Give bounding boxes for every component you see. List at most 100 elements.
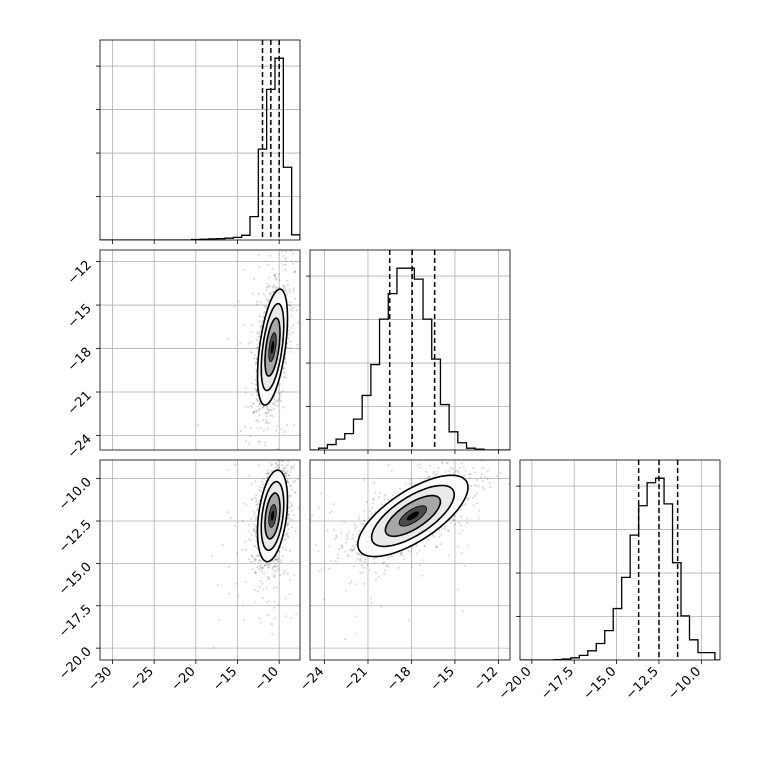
scatter-point	[288, 346, 291, 349]
scatter-point	[387, 463, 390, 466]
scatter-point	[266, 408, 269, 411]
scatter-point	[483, 475, 486, 478]
scatter-point	[310, 168, 312, 170]
scatter-point	[358, 530, 361, 533]
scatter-point	[292, 271, 295, 274]
scatter-point	[254, 545, 257, 548]
scatter-point	[250, 497, 253, 500]
scatter-point	[251, 568, 254, 571]
scatter-point	[285, 346, 288, 349]
scatter-point	[291, 505, 294, 508]
scatter-point	[289, 206, 291, 208]
scatter-point	[252, 411, 255, 414]
scatter-point	[279, 395, 282, 398]
scatter-point	[283, 371, 286, 374]
scatter-point	[268, 600, 271, 603]
scatter-point	[333, 425, 335, 427]
scatter-point	[415, 552, 418, 555]
scatter-point	[255, 503, 258, 506]
scatter-point	[301, 502, 303, 504]
scatter-point	[292, 453, 294, 455]
scatter-point	[254, 558, 257, 561]
scatter-point	[277, 604, 280, 607]
scatter-point	[459, 508, 462, 511]
scatter-point	[460, 552, 463, 555]
scatter-point	[257, 335, 260, 338]
scatter-point	[258, 617, 261, 620]
scatter-point	[466, 517, 469, 520]
scatter-point	[263, 564, 266, 567]
scatter-point	[281, 469, 284, 472]
scatter-point	[275, 558, 278, 561]
scatter-point	[350, 549, 353, 552]
scatter-point	[317, 550, 320, 553]
scatter-point	[275, 277, 278, 280]
scatter-point	[360, 554, 363, 557]
scatter-point	[374, 578, 377, 581]
scatter-point	[428, 475, 431, 478]
scatter-point	[288, 593, 291, 596]
scatter-point	[221, 543, 224, 546]
scatter-point	[460, 462, 463, 465]
scatter-point	[254, 558, 257, 561]
scatter-point	[368, 510, 371, 513]
scatter-point	[278, 392, 281, 395]
scatter-point	[288, 290, 291, 293]
scatter-point	[464, 503, 467, 506]
scatter-point	[255, 361, 258, 364]
scatter-point	[289, 471, 292, 474]
scatter-point	[302, 538, 304, 540]
scatter-point	[284, 472, 287, 475]
scatter-point	[278, 392, 281, 395]
scatter-point	[249, 341, 252, 344]
scatter-point	[272, 268, 275, 271]
scatter-point	[274, 574, 277, 577]
scatter-point	[269, 461, 272, 464]
scatter-point	[290, 326, 293, 329]
scatter-point	[258, 555, 261, 558]
scatter-point	[247, 530, 250, 533]
scatter-point	[441, 462, 444, 465]
panel-frame	[519, 459, 721, 661]
scatter-point	[352, 548, 355, 551]
scatter-point	[372, 498, 375, 501]
scatter-point	[479, 367, 481, 369]
scatter-point	[280, 559, 283, 562]
scatter-point	[254, 532, 257, 535]
scatter-point	[360, 564, 363, 567]
scatter-point	[262, 477, 265, 480]
scatter-point	[267, 472, 270, 475]
scatter-point	[311, 514, 314, 517]
scatter-point	[436, 546, 439, 549]
scatter-point	[292, 466, 295, 469]
density-peak	[270, 510, 275, 521]
scatter-point	[260, 228, 262, 230]
scatter-point	[334, 560, 337, 563]
scatter-point	[289, 436, 291, 438]
scatter-point	[472, 504, 475, 507]
scatter-point	[259, 563, 262, 566]
scatter-point	[282, 254, 285, 257]
scatter-point	[283, 472, 286, 475]
scatter-point	[358, 553, 361, 556]
scatter-point	[385, 565, 388, 568]
scatter-point	[561, 424, 563, 426]
scatter-point	[544, 437, 546, 439]
scatter-point	[315, 529, 317, 531]
scatter-point	[283, 456, 285, 458]
scatter-point	[224, 556, 226, 558]
scatter-point	[410, 566, 413, 569]
scatter-point	[304, 190, 306, 192]
scatter-point	[244, 580, 247, 583]
scatter-point	[284, 263, 287, 266]
histogram-0	[100, 57, 300, 240]
scatter-point	[536, 413, 538, 415]
scatter-point	[407, 619, 410, 622]
scatter-point	[343, 521, 346, 524]
scatter-point	[275, 584, 277, 586]
scatter-point	[257, 503, 260, 506]
scatter-point	[321, 499, 323, 501]
scatter-point	[277, 466, 280, 469]
scatter-point	[475, 492, 478, 495]
scatter-point	[280, 460, 283, 463]
